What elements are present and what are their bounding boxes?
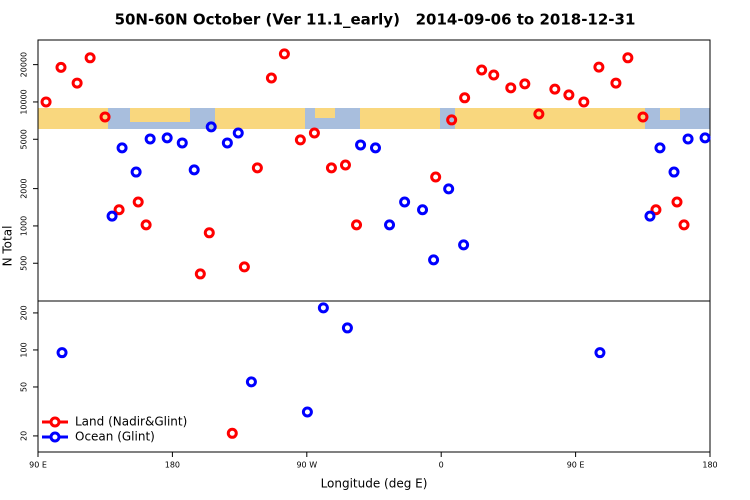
point xyxy=(488,69,500,81)
point xyxy=(355,139,367,151)
point xyxy=(458,239,470,251)
point xyxy=(699,132,711,144)
point xyxy=(188,164,200,176)
y-tick-label: 100 xyxy=(20,342,29,357)
point xyxy=(622,52,634,64)
y-tick-label: 500 xyxy=(20,256,29,271)
x-tick-label: 90 E xyxy=(567,461,585,470)
y-tick-label: 2000 xyxy=(20,178,29,198)
point xyxy=(144,133,156,145)
legend-marker xyxy=(49,431,61,443)
y-tick-label: 200 xyxy=(20,305,29,320)
point xyxy=(549,83,561,95)
point xyxy=(99,111,111,123)
point xyxy=(459,92,471,104)
point xyxy=(84,52,96,64)
point xyxy=(140,219,152,231)
map-strip xyxy=(38,108,710,129)
point xyxy=(203,227,215,239)
point xyxy=(678,219,690,231)
y-tick-label: 20000 xyxy=(20,52,29,77)
point xyxy=(339,159,351,171)
point xyxy=(399,196,411,208)
point xyxy=(563,89,575,101)
point xyxy=(476,64,488,76)
point xyxy=(176,137,188,149)
y-tick-label: 1000 xyxy=(20,216,29,236)
point xyxy=(71,77,83,89)
y-tick-label: 50 xyxy=(20,382,29,392)
point xyxy=(56,347,68,359)
point xyxy=(132,196,144,208)
point xyxy=(594,347,606,359)
legend-label: Ocean (Glint) xyxy=(75,430,155,444)
y-tick-label: 10000 xyxy=(20,89,29,114)
point xyxy=(232,127,244,139)
point xyxy=(637,111,649,123)
x-tick-label: 90 W xyxy=(296,461,317,470)
point xyxy=(308,127,320,139)
point xyxy=(650,204,662,216)
point xyxy=(533,108,545,120)
point xyxy=(341,322,353,334)
point xyxy=(430,171,442,183)
legend-marker xyxy=(49,416,61,428)
y-axis-label: N Total xyxy=(1,226,15,267)
point xyxy=(238,261,250,273)
point xyxy=(161,132,173,144)
x-axis-label: Longitude (deg E) xyxy=(321,477,428,491)
point xyxy=(443,183,455,195)
point xyxy=(265,72,277,84)
point xyxy=(113,204,125,216)
point xyxy=(610,77,622,89)
point xyxy=(417,204,429,216)
point xyxy=(251,162,263,174)
point xyxy=(205,121,217,133)
point xyxy=(130,166,142,178)
y-tick-label: 5000 xyxy=(20,129,29,149)
point xyxy=(301,406,313,418)
point xyxy=(682,133,694,145)
point xyxy=(106,210,118,222)
point xyxy=(428,254,440,266)
x-tick-label: 90 E xyxy=(29,461,47,470)
x-tick-label: 180 xyxy=(702,461,717,470)
chart-title: 50N-60N October (Ver 11.1_early) 2014-09… xyxy=(115,11,636,29)
point xyxy=(505,82,517,94)
point xyxy=(668,166,680,178)
y-tick-label: 20 xyxy=(20,431,29,441)
point xyxy=(351,219,363,231)
legend-label: Land (Nadir&Glint) xyxy=(75,415,187,429)
point xyxy=(644,210,656,222)
point xyxy=(671,196,683,208)
point xyxy=(578,96,590,108)
point xyxy=(294,134,306,146)
point xyxy=(519,78,531,90)
point xyxy=(325,162,337,174)
point xyxy=(593,61,605,73)
point xyxy=(245,376,257,388)
x-tick-label: 0 xyxy=(439,461,444,470)
point xyxy=(116,142,128,154)
point xyxy=(221,137,233,149)
x-tick-label: 180 xyxy=(165,461,180,470)
point xyxy=(317,302,329,314)
point xyxy=(369,142,381,154)
plot-frame xyxy=(37,39,711,453)
point xyxy=(654,142,666,154)
point xyxy=(446,114,458,126)
point xyxy=(278,48,290,60)
point xyxy=(40,96,52,108)
point xyxy=(384,219,396,231)
point xyxy=(194,268,206,280)
point xyxy=(226,427,238,439)
point xyxy=(55,61,67,73)
